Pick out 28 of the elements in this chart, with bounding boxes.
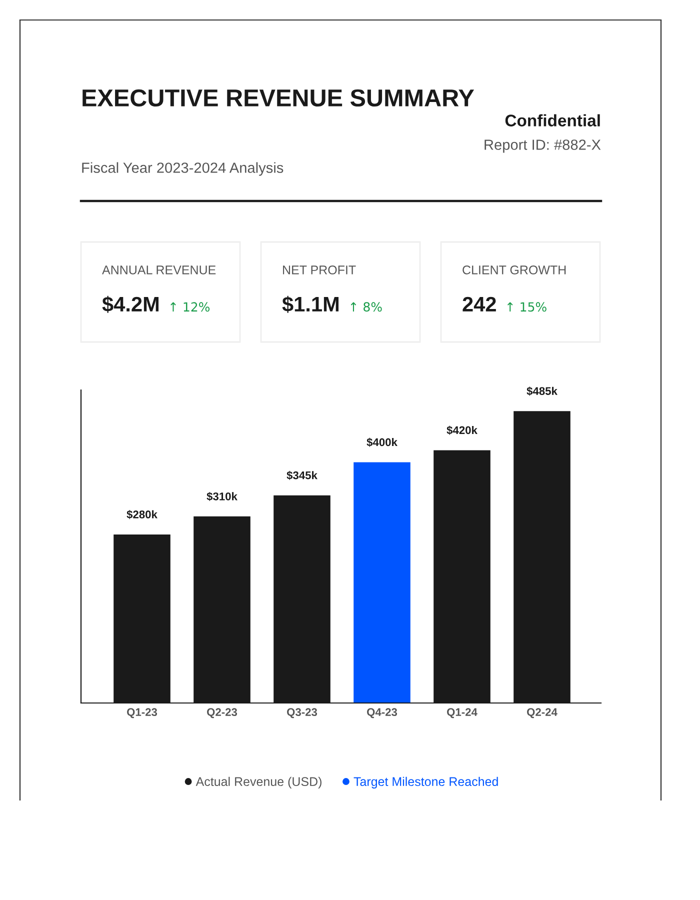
x-tick-label: Q3-23 <box>287 708 318 718</box>
text: Report ID: #882-X <box>484 140 601 153</box>
x-tick-label: Q2-24 <box>527 708 558 718</box>
text: NET PROFIT <box>283 266 356 274</box>
text: ANNUAL REVENUE <box>102 266 216 274</box>
data-label: $400k <box>366 438 398 447</box>
x-tick-label: Q1-23 <box>127 708 158 718</box>
data-label: $345k <box>286 470 318 480</box>
text: $4.2M <box>102 296 159 313</box>
text: EXECUTIVE REVENUE SUMMARY <box>82 89 474 107</box>
text: ↑ 15% <box>507 302 546 312</box>
x-tick-label: Q2-23 <box>207 708 238 718</box>
text: CLIENT GROWTH <box>462 266 566 274</box>
text: ↑ 8% <box>350 302 382 312</box>
text: $1.1M <box>282 296 339 313</box>
x-tick-label: Q1-24 <box>447 708 478 718</box>
legend-label: Target Milestone Reached <box>354 776 498 788</box>
x-tick-label: Q4-23 <box>367 708 398 718</box>
text: 242 <box>462 296 496 312</box>
data-label: $280k <box>126 510 158 520</box>
text: ↑ 12% <box>170 302 210 312</box>
text: Confidential <box>505 114 600 126</box>
data-label: $420k <box>446 426 478 435</box>
text: Fiscal Year 2023-2024 Analysis <box>82 162 284 176</box>
data-label: $310k <box>206 492 238 502</box>
bar <box>354 462 410 703</box>
data-label: $485k <box>526 386 558 396</box>
legend-label: Actual Revenue (USD) <box>196 776 322 788</box>
